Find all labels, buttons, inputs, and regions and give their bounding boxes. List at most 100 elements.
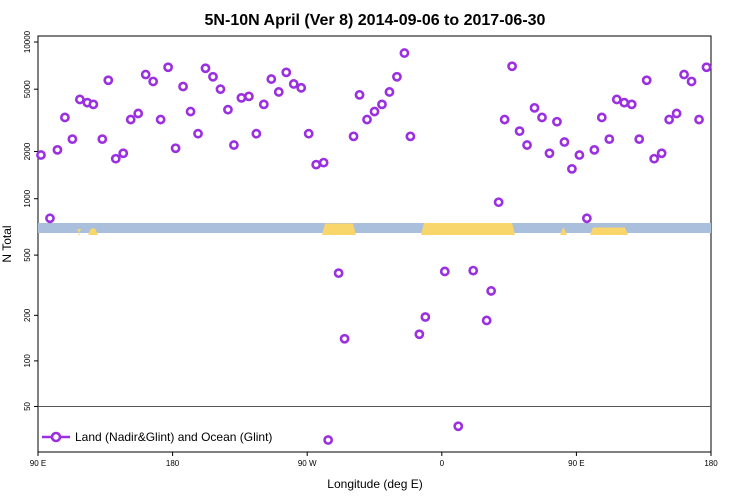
data-point — [323, 435, 334, 445]
map-land-islands — [77, 229, 81, 235]
map-ocean — [38, 223, 711, 233]
data-point — [88, 99, 99, 110]
data-point — [377, 99, 387, 110]
data-point — [251, 128, 262, 139]
data-point — [529, 102, 540, 113]
data-point — [163, 62, 174, 73]
data-point — [392, 71, 402, 82]
data-point — [303, 128, 314, 139]
data-point — [481, 315, 492, 326]
x-tick-label: 180 — [704, 459, 718, 468]
data-point — [589, 144, 600, 155]
data-point — [567, 163, 577, 174]
data-point — [656, 148, 667, 159]
data-point — [384, 87, 395, 97]
data-point — [468, 265, 479, 276]
legend-marker — [50, 431, 62, 443]
data-point — [266, 74, 277, 84]
data-point — [170, 143, 181, 154]
map-land-americas — [322, 223, 356, 235]
y-tick-label: 2000 — [23, 142, 32, 160]
data-point — [619, 97, 630, 108]
data-point — [399, 48, 410, 58]
y-tick-label: 500 — [23, 248, 32, 262]
data-point — [133, 108, 144, 119]
data-point — [649, 153, 660, 164]
data-point — [74, 94, 85, 105]
data-point — [641, 75, 652, 86]
y-tick-label: 5000 — [23, 80, 32, 98]
data-point — [155, 114, 166, 125]
y-axis-label: N Total — [0, 225, 14, 262]
data-point — [559, 137, 570, 147]
data-point — [67, 134, 78, 145]
data-point — [110, 153, 121, 164]
data-point — [414, 329, 425, 340]
legend: Land (Nadir&Glint) and Ocean (Glint) — [42, 430, 272, 444]
data-point — [45, 213, 55, 224]
data-point — [348, 131, 359, 142]
data-point — [140, 69, 151, 80]
data-point — [178, 81, 188, 92]
data-point — [148, 76, 159, 87]
data-point — [339, 333, 350, 344]
data-point — [499, 114, 510, 125]
data-point — [103, 75, 114, 86]
data-point — [486, 286, 497, 296]
data-point — [97, 134, 108, 145]
map-land-islands — [560, 228, 567, 235]
data-point — [694, 114, 704, 125]
y-tick-label: 200 — [23, 308, 32, 322]
y-axis: 1000 2000 5000 10000 50 100 200 500 — [23, 30, 38, 411]
data-point — [604, 134, 615, 145]
data-point — [258, 99, 269, 110]
map-strip — [38, 223, 711, 235]
data-point — [537, 112, 547, 123]
data-point — [60, 112, 70, 123]
data-point — [514, 126, 525, 137]
chart-title: 5N-10N April (Ver 8) 2014-09-06 to 2017-… — [205, 12, 546, 29]
data-point — [362, 114, 372, 125]
data-point — [493, 197, 504, 208]
x-tick-label: 180 — [166, 459, 180, 468]
data-point — [318, 157, 329, 168]
data-point — [354, 89, 365, 100]
x-tick-label: 90 E — [30, 459, 46, 468]
legend-label: Land (Nadir&Glint) and Ocean (Glint) — [75, 430, 272, 444]
y-tick-label: 10000 — [23, 30, 32, 53]
y-tick-label: 50 — [23, 401, 32, 410]
data-point — [522, 140, 532, 150]
y-tick-label: 1000 — [23, 189, 32, 207]
data-point — [544, 148, 555, 159]
data-point — [686, 76, 697, 87]
data-point — [453, 421, 464, 432]
x-tick-label: 0 — [440, 459, 445, 468]
data-point — [420, 312, 431, 322]
data-point — [236, 92, 247, 103]
data-point — [611, 94, 622, 105]
data-point — [200, 63, 211, 74]
data-point — [626, 99, 637, 110]
data-point — [118, 148, 129, 159]
y-tick-label: 100 — [23, 354, 32, 368]
data-point — [311, 159, 322, 170]
data-point — [439, 266, 450, 277]
data-point — [229, 140, 239, 150]
data-point — [208, 71, 218, 82]
data-point — [296, 82, 307, 93]
plot-area: 1000 2000 5000 10000 50 100 200 500 90 E 180 90 W… — [23, 30, 718, 468]
data-point — [333, 268, 344, 279]
data-point — [369, 106, 380, 117]
data-point — [243, 91, 254, 102]
data-point — [405, 131, 416, 142]
data-point — [671, 108, 682, 119]
data-point — [281, 67, 292, 78]
data-point — [552, 116, 562, 127]
x-tick-label: 90 E — [568, 459, 584, 468]
data-point — [223, 104, 233, 115]
data-point — [125, 114, 136, 125]
plot-frame — [37, 35, 712, 453]
data-point — [701, 62, 712, 73]
data-point — [215, 84, 226, 95]
